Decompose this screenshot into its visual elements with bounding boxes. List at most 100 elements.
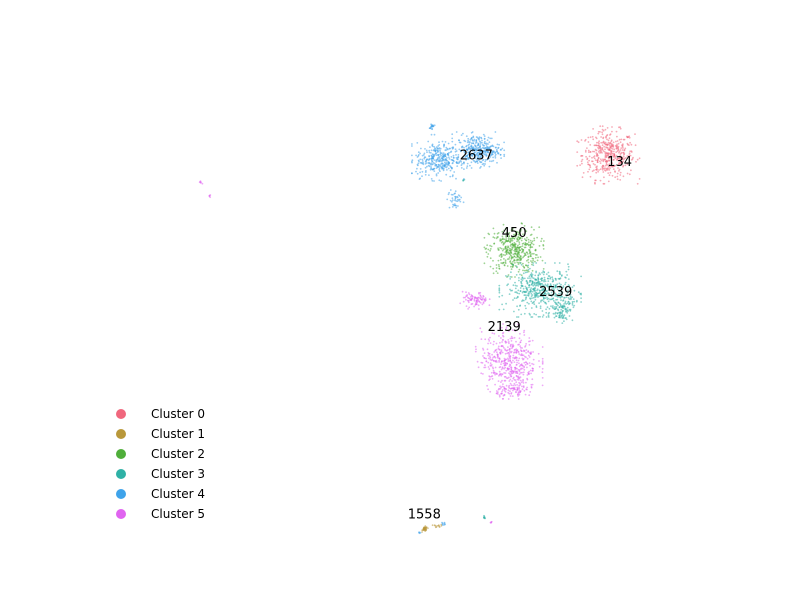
data-point (446, 169, 448, 171)
data-point (435, 526, 438, 528)
data-point (620, 158, 623, 161)
data-point (485, 247, 488, 250)
data-point (498, 395, 501, 398)
data-point (487, 248, 490, 251)
data-point (511, 380, 513, 382)
data-point (613, 154, 616, 157)
data-point (532, 284, 535, 287)
data-point (546, 306, 549, 309)
data-point (488, 147, 491, 150)
data-point (579, 164, 581, 167)
data-point (528, 302, 530, 305)
data-point (518, 268, 521, 271)
data-point (547, 280, 550, 282)
data-point (511, 266, 514, 268)
data-point (525, 264, 528, 267)
data-point (576, 151, 579, 154)
data-point (518, 241, 521, 244)
data-point (522, 373, 525, 376)
data-point (506, 367, 509, 370)
data-point (497, 232, 500, 234)
data-point (519, 249, 521, 252)
data-point (434, 150, 437, 152)
data-point (593, 169, 595, 172)
data-point (473, 297, 476, 300)
data-point (421, 175, 423, 178)
data-point (498, 284, 501, 287)
data-point (556, 288, 559, 291)
data-point (411, 143, 413, 145)
data-point (522, 299, 525, 302)
data-point (449, 199, 452, 202)
data-point (539, 273, 541, 276)
data-point (518, 353, 520, 355)
data-point (431, 160, 434, 163)
data-point (486, 151, 489, 154)
data-point (530, 233, 533, 236)
data-point (573, 289, 576, 292)
data-point (515, 372, 517, 374)
data-point (528, 394, 531, 397)
data-point (571, 319, 574, 322)
data-point (471, 297, 473, 300)
data-point (528, 356, 531, 358)
data-point (520, 353, 523, 355)
data-point (474, 345, 477, 348)
data-point (496, 150, 498, 153)
data-point (448, 158, 451, 160)
data-point (545, 311, 548, 314)
data-point (531, 362, 533, 365)
data-point (473, 140, 475, 142)
data-point (556, 303, 558, 306)
data-point (513, 323, 516, 325)
data-point (445, 157, 448, 159)
data-point (545, 273, 548, 275)
data-point (465, 298, 467, 301)
data-point (515, 352, 518, 354)
legend-item-cluster-0: Cluster 0 (116, 404, 205, 424)
data-point (483, 236, 486, 239)
data-point (560, 308, 563, 311)
data-point (518, 362, 520, 365)
data-point (526, 289, 529, 292)
data-point (528, 292, 530, 295)
data-point (508, 352, 510, 354)
data-point (588, 155, 591, 158)
data-point (481, 151, 483, 154)
data-point (628, 135, 631, 138)
data-point (491, 150, 494, 152)
data-point (595, 136, 597, 139)
data-point (461, 162, 464, 165)
data-point (635, 160, 637, 163)
data-point (625, 157, 627, 159)
data-point (463, 178, 465, 180)
data-point (476, 158, 478, 161)
data-point (594, 182, 596, 185)
data-point (470, 142, 473, 145)
data-point (558, 292, 560, 295)
data-point (506, 352, 509, 355)
data-point (454, 190, 457, 193)
data-point (537, 352, 540, 355)
data-point (531, 367, 534, 370)
data-point (544, 262, 547, 264)
data-point (508, 365, 511, 368)
data-point (503, 387, 506, 390)
data-point (462, 201, 465, 204)
data-point (514, 281, 516, 284)
data-point (599, 152, 601, 154)
data-point (479, 156, 482, 159)
data-point (507, 341, 510, 343)
data-point (472, 148, 474, 151)
data-point (472, 142, 475, 145)
data-point (507, 358, 510, 361)
data-point (527, 266, 529, 269)
data-point (435, 159, 438, 162)
data-point (531, 276, 533, 279)
data-point (479, 167, 481, 169)
data-point (479, 294, 482, 297)
data-point (497, 347, 500, 350)
data-point (462, 296, 465, 299)
data-point (530, 226, 533, 229)
data-point (474, 350, 477, 353)
